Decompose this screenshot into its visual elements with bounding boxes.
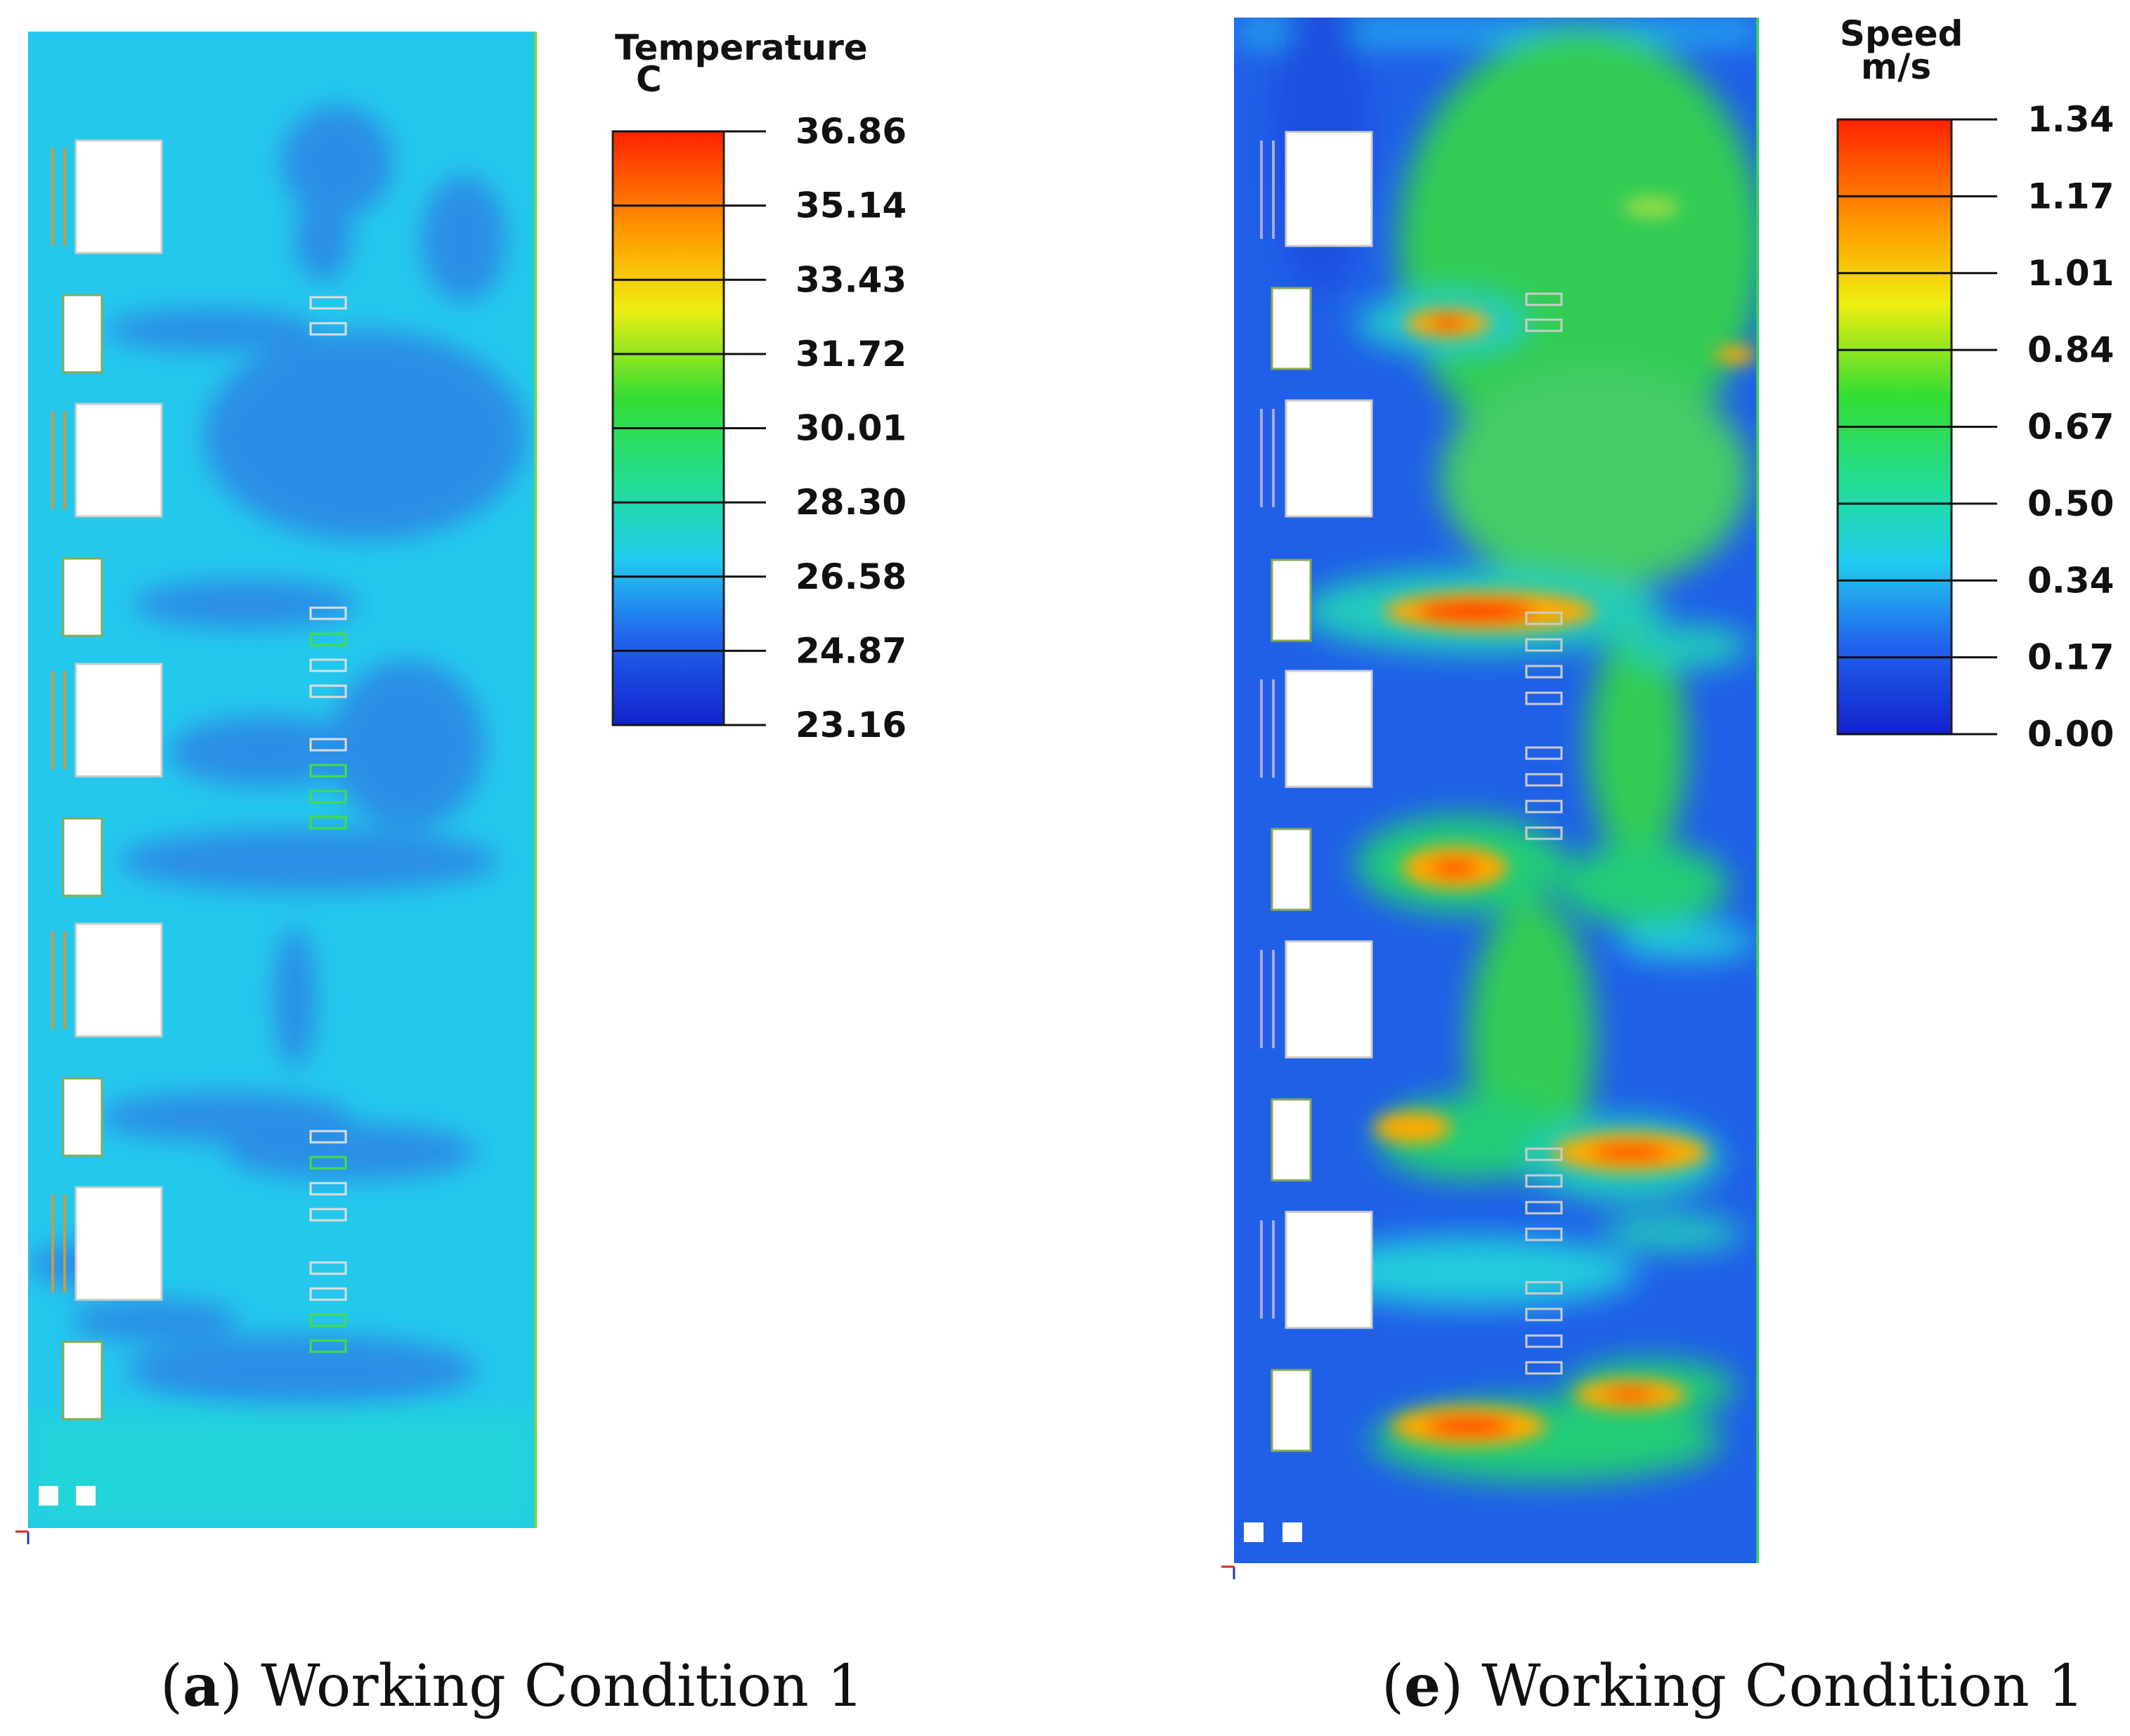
legend-tick-label: 0.84: [2027, 329, 2114, 370]
temperature-obstacles: [39, 139, 163, 1506]
speed-legend-ticks: 1.34 1.17 1.01 0.84 0.67 0.50 0.34 0.17 0.00: [1838, 99, 2114, 755]
temperature-wall-columns: [51, 148, 66, 1293]
legend-tick-label: 36.86: [795, 111, 907, 152]
caption-a-text: Working Condition 1: [261, 1653, 864, 1720]
legend-tick-label: 0.00: [2027, 714, 2114, 755]
legend-tick-label: 24.87: [795, 630, 907, 671]
caption-e-text: Working Condition 1: [1481, 1653, 2085, 1720]
legend-tick-label: 0.67: [2027, 407, 2114, 448]
speed-legend-unit: m/s: [1861, 46, 1931, 87]
legend-tick-label: 28.30: [795, 482, 907, 523]
legend-tick-label: 0.17: [2027, 637, 2114, 678]
temperature-vents: [309, 296, 347, 1353]
temperature-legend: Temperature C 36.86 35.14 33.43 31.72 30.01 2…: [611, 27, 907, 745]
speed-obstacles: [1244, 131, 1373, 1542]
legend-tick-label: 23.16: [795, 705, 907, 745]
legend-tick-label: 31.72: [795, 334, 907, 374]
legend-tick-label: 26.58: [795, 556, 907, 597]
caption-e: (e) Working Condition 1: [1382, 1652, 2085, 1720]
axis-triad-a: [15, 1530, 30, 1544]
temperature-legend-ticks: 36.86 35.14 33.43 31.72 30.01 28.30 26.58 24.87…: [613, 111, 907, 745]
caption-a: (a) Working Condition 1: [160, 1652, 864, 1720]
legend-tick-label: 0.34: [2027, 560, 2114, 601]
speed-legend: Speed m/s 1.34 1.17 1.01 0.84 0.67 0.50 0.34 0.…: [1836, 13, 2114, 755]
temperature-legend-title: Temperature: [615, 27, 868, 68]
caption-a-label: a: [183, 1652, 221, 1720]
legend-tick-label: 33.43: [795, 259, 907, 300]
axis-triad-e: [1221, 1565, 1235, 1579]
speed-hot-jets: [1374, 197, 1757, 1446]
temperature-legend-unit: C: [636, 59, 662, 100]
speed-vents: [1525, 292, 1563, 1375]
temperature-warm-band: [28, 1412, 535, 1528]
speed-legend-title: Speed: [1840, 13, 1963, 54]
caption-e-label: e: [1404, 1652, 1441, 1720]
speed-wall-columns: [1260, 141, 1275, 1319]
temperature-contour-plot: [15, 32, 537, 1544]
legend-tick-label: 1.34: [2027, 99, 2114, 140]
temperature-cool-zones: [28, 105, 527, 1405]
legend-tick-label: 35.14: [795, 185, 907, 226]
legend-tick-label: 30.01: [795, 408, 907, 449]
legend-tick-label: 0.50: [2027, 483, 2114, 524]
legend-tick-label: 1.17: [2027, 176, 2114, 216]
speed-contour-plot: [1221, 18, 1759, 1579]
legend-tick-label: 1.01: [2027, 253, 2114, 294]
